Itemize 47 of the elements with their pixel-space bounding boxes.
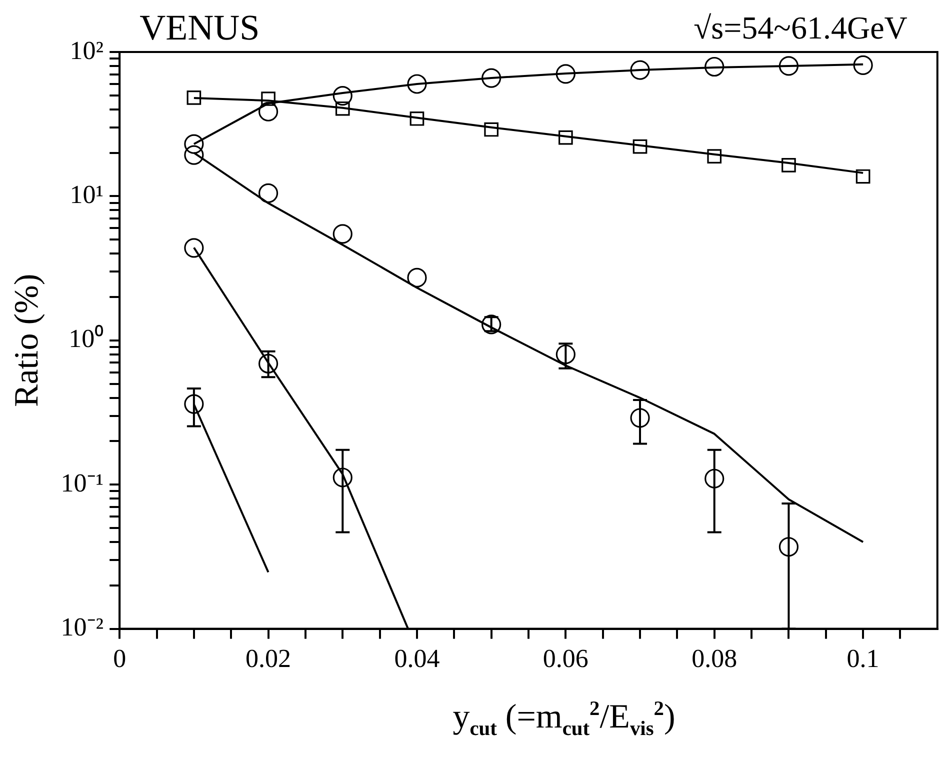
y-axis-title: Ratio (%) [8, 274, 46, 407]
point [853, 55, 873, 75]
point [482, 68, 502, 88]
point [704, 468, 724, 488]
point [707, 149, 722, 164]
point [407, 74, 427, 94]
text: √s=54~61.4GeV [694, 9, 908, 46]
point [258, 354, 278, 374]
point [782, 158, 796, 172]
point [258, 183, 278, 203]
x-tick-label: 0.04 [394, 644, 440, 674]
point [186, 90, 202, 105]
point [856, 169, 870, 184]
point [630, 408, 650, 428]
y-tick-label: 10⁻² [60, 612, 104, 642]
point [261, 92, 276, 106]
point [184, 145, 204, 165]
point [407, 268, 427, 288]
point [184, 394, 204, 414]
y-tick-label: 10⁰ [68, 324, 104, 354]
text: y$_{cut}$ (=m$_{cut}$$^{2}$/E$_{vis}$$^{2}$) [452, 698, 676, 740]
point [704, 56, 724, 77]
point [258, 102, 278, 122]
point [332, 224, 352, 244]
y-tick-label: 10² [70, 36, 104, 65]
point [632, 139, 648, 154]
chart-title: VENUS [140, 7, 260, 48]
x-tick-label: 0 [113, 644, 126, 674]
point [558, 130, 573, 145]
x-tick-label: 0.08 [692, 644, 738, 674]
point [184, 238, 204, 258]
point [335, 101, 350, 116]
point [332, 86, 352, 106]
point [630, 60, 650, 80]
point [410, 111, 424, 126]
point [556, 64, 576, 84]
x-tick-label: 0.06 [542, 644, 588, 674]
point [332, 468, 352, 488]
x-tick-label: 0.1 [846, 644, 880, 674]
y-tick-label: 10⁻¹ [60, 468, 104, 498]
point [778, 56, 799, 76]
point [556, 344, 576, 364]
y-tick-label: 10¹ [70, 180, 104, 210]
point [484, 122, 498, 137]
point [778, 537, 799, 557]
point [184, 134, 204, 154]
x-tick-label: 0.02 [246, 644, 292, 674]
